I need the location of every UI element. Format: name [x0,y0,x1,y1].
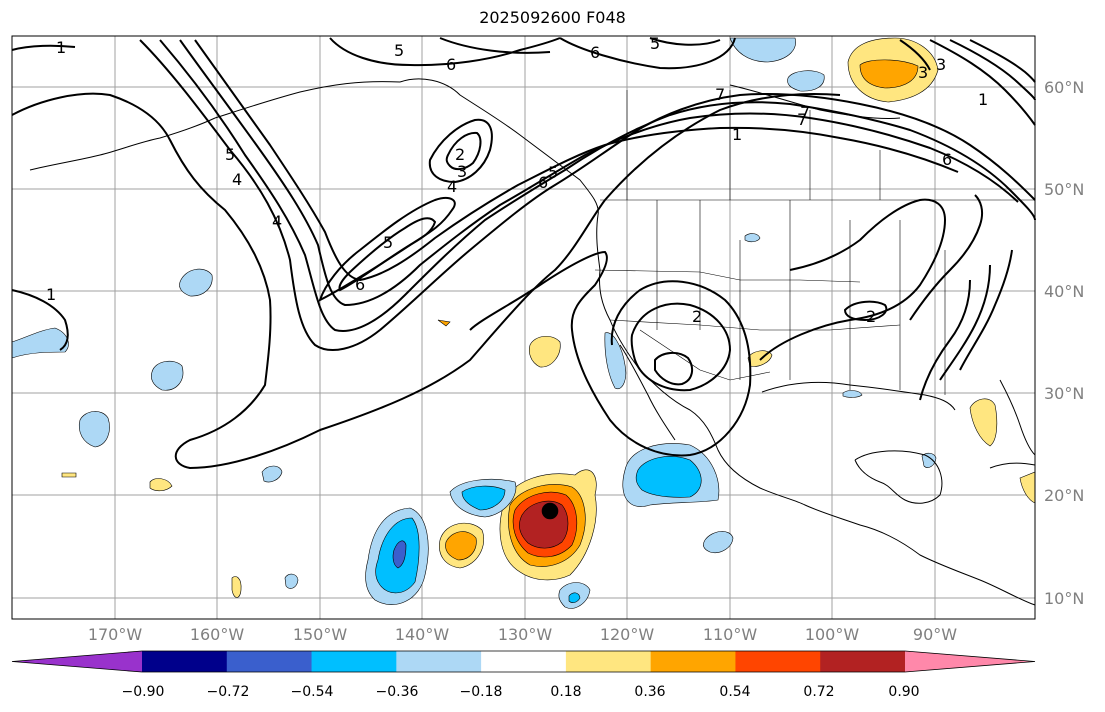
negative-anomaly-small-1-cyan [568,592,581,603]
positive-anomaly-npac-3 [61,472,77,478]
contour-label: 7 [715,85,725,104]
contour-label: 1 [46,285,56,304]
colorbar [11,650,1036,673]
colorbar-tick-label: −0.18 [459,684,503,700]
lon-label-120w: 120°W [599,625,655,644]
negative-anomaly-npac-4 [261,465,283,483]
contour-label: 6 [355,275,365,294]
negative-anomaly-npac-3 [78,411,110,448]
lon-label-90w: 90°W [912,625,958,644]
contour-lines [11,37,1036,470]
colorbar-segment [311,651,397,672]
negative-anomaly-small-2 [842,390,863,398]
contour-label: 6 [538,173,548,192]
colorbar-tick-label: 0.54 [719,684,751,700]
positive-anomaly-npac-4 [437,319,451,327]
contour-label: 7 [797,110,807,129]
lon-label-160w: 160°W [189,625,245,644]
colorbar-segment [142,651,228,672]
contour-label: 4 [272,212,282,231]
contour-label: 4 [447,177,457,196]
negative-anomaly-west-edge [11,327,69,359]
contour-label: 5 [383,233,393,252]
colorbar-tick-label: 0.72 [803,684,835,700]
contour-label: 3 [457,162,467,181]
contour-label: 6 [446,55,456,74]
political-borders [594,90,1035,395]
contour-label: 5 [650,34,660,53]
colorbar-tick-label: −0.72 [206,684,250,700]
shaded-anomalies [11,37,1036,609]
contour-label: 6 [590,43,600,62]
contour-label: 2 [692,307,702,326]
lat-label-30n: 30°N [1044,384,1085,403]
negative-anomaly-mid-cyan [461,485,506,511]
contour-label: 1 [732,125,742,144]
colorbar-tick-label: 0.18 [550,684,582,700]
lon-label-150w: 150°W [292,625,348,644]
contour-label: 5 [394,41,404,60]
negative-anomaly-west-blue [392,540,407,569]
lat-label-50n: 50°N [1044,180,1085,199]
negative-anomaly-alaska-2 [787,70,825,92]
positive-anomaly-offshore [529,336,561,368]
negative-anomaly-npac-2 [151,360,184,391]
positive-anomaly-caribbean [1019,471,1036,504]
lat-label-10n: 10°N [1044,589,1085,608]
contour-label: 3 [936,55,946,74]
colorbar-segment [735,651,821,672]
negative-anomaly-east-cyan [635,456,702,498]
colorbar-tick-label: −0.90 [121,684,165,700]
lon-label-130w: 130°W [497,625,553,644]
positive-anomaly-npac-1 [149,478,173,492]
contour-label: 7 [800,103,810,122]
map-title: 2025092600 F048 [479,8,626,27]
map-frame [11,35,1036,620]
contour-labels: 1 5 6 5 6 5 6 4 5 4 2 3 4 5 6 7 1 2 2 1 … [46,34,988,326]
contour-label: 2 [455,145,465,164]
colorbar-segment [396,651,482,672]
contour-label: 4 [232,170,242,189]
lat-label-60n: 60°N [1044,78,1085,97]
lon-label-140w: 140°W [394,625,450,644]
positive-anomaly-south-orange [445,531,477,561]
contour-label: 1 [56,38,66,57]
contour-label: 5 [548,163,558,182]
colorbar-tick-label: 0.36 [634,684,666,700]
contour-label: 6 [942,150,952,169]
lat-label-20n: 20°N [1044,486,1085,505]
positive-anomaly-npac-2 [231,576,242,598]
contour-label: 1 [978,90,988,109]
colorbar-segment [820,651,906,672]
contour-label: 2 [866,307,876,326]
coastlines [29,78,1036,606]
colorbar-tick-label: −0.36 [375,684,419,700]
lat-label-40n: 40°N [1044,282,1085,301]
negative-anomaly-baja [604,332,627,390]
lon-label-100w: 100°W [804,625,860,644]
colorbar-tick-label: −0.54 [290,684,334,700]
negative-anomaly-gulf-cal [703,531,734,553]
negative-anomaly-small-3 [744,233,761,243]
colorbar-segment [481,651,567,672]
colorbar-segment [565,651,652,672]
negative-anomaly-gulf [921,452,937,468]
lon-label-110w: 110°W [702,625,758,644]
negative-anomaly-npac-5 [284,573,299,589]
colorbar-outline [11,650,1036,673]
lon-label-170w: 170°W [87,625,143,644]
colorbar-extend-low [12,651,142,672]
contour-label: 5 [225,145,235,164]
positive-anomaly-florida [969,398,998,447]
colorbar-tick-label: 0.90 [888,684,920,700]
contour-label: 3 [918,63,928,82]
colorbar-segment [226,651,313,672]
colorbar-extend-high [905,651,1035,672]
storm-center-marker [541,502,559,520]
colorbar-segment [650,651,736,672]
negative-anomaly-npac-1 [179,268,213,297]
positive-anomaly-canada-orange [859,59,919,89]
negative-anomaly-alaska-1 [729,37,796,63]
